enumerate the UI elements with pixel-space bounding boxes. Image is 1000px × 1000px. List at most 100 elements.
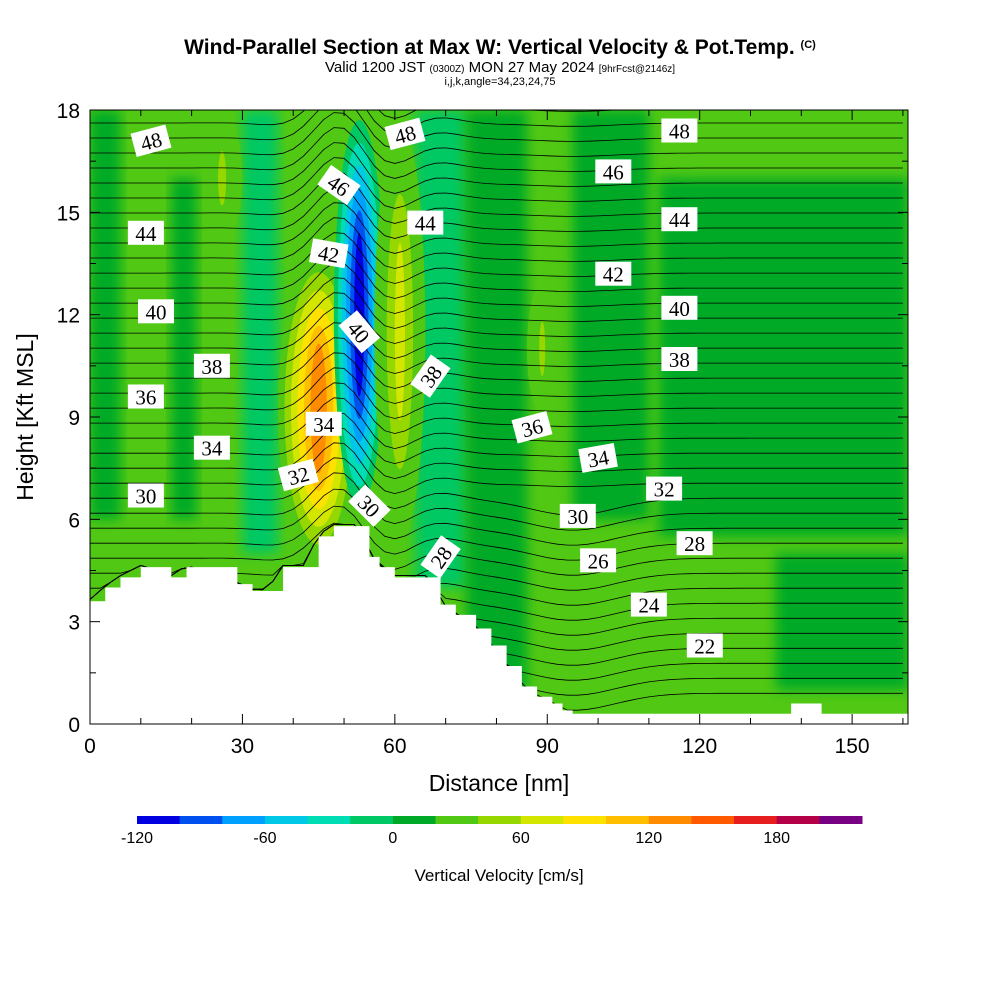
theta-contour-26 — [90, 262, 903, 314]
theta-label-20: 34 — [578, 442, 618, 473]
theta-contour-10 — [90, 505, 903, 561]
colorbar-swatch — [137, 816, 181, 824]
theta-label-bg — [661, 118, 698, 143]
x-tick-label: 120 — [682, 735, 717, 758]
valid-time: Valid 1200 JST — [324, 59, 426, 76]
theta-label-bg — [410, 354, 451, 398]
theta-contour-21 — [90, 337, 903, 389]
x-tick-label: 150 — [835, 735, 870, 758]
chart-indices: i,j,k,angle=34,23,24,75 — [444, 76, 556, 88]
theta-contour-9 — [90, 522, 903, 576]
colorbar-tick-label: 120 — [635, 830, 662, 847]
theta-label-2: 48 — [661, 118, 698, 144]
colorbar-label: Vertical Velocity [cm/s] — [414, 866, 583, 885]
theta-label-bg — [595, 159, 632, 184]
colorbar-swatch — [392, 816, 437, 824]
theta-contour-19 — [90, 367, 903, 419]
y-tick-label: 3 — [68, 612, 80, 635]
colorbar-swatch — [264, 816, 309, 824]
colorbar-tick-label: 60 — [512, 830, 530, 847]
theta-label-bg — [511, 410, 553, 444]
theta-label-text: 40 — [669, 297, 690, 321]
theta-label-bg — [193, 435, 230, 460]
theta-contour-13 — [90, 457, 903, 516]
theta-label-bg — [686, 633, 723, 658]
theta-label-23: 30 — [127, 483, 164, 509]
x-tick-label: 0 — [84, 735, 96, 758]
theta-label-bg — [595, 261, 632, 286]
w-band-6 — [659, 178, 908, 537]
updraft-core-0-5 — [310, 343, 327, 474]
theta-label-text: 44 — [135, 222, 157, 246]
theta-label-8: 42 — [308, 238, 349, 269]
chart-title-text: Wind-Parallel Section at Max W: Vertical… — [184, 36, 795, 59]
theta-label-text: 42 — [603, 263, 624, 287]
colorbar-tick-label: -60 — [253, 830, 276, 847]
colorbar-tick-label: 0 — [388, 830, 397, 847]
theta-label-bg — [127, 384, 164, 409]
theta-label-text: 34 — [586, 445, 611, 472]
updraft-core-2-5 — [394, 243, 406, 421]
theta-label-text: 30 — [135, 485, 156, 509]
theta-label-22: 32 — [646, 476, 683, 502]
theta-label-bg — [578, 442, 618, 473]
colorbar-swatch — [563, 816, 607, 824]
chart-title-units: (C) — [800, 39, 816, 51]
theta-contour-18 — [90, 382, 903, 434]
theta-label-13: 38 — [193, 353, 230, 379]
theta-contour-27 — [90, 247, 903, 299]
theta-label-1: 48 — [384, 117, 426, 151]
theta-label-17: 36 — [511, 410, 553, 444]
colorbar-tick-label: -120 — [121, 830, 153, 847]
x-axis-label: Distance [nm] — [429, 770, 570, 796]
theta-label-5: 44 — [127, 220, 164, 246]
theta-contour-35 — [90, 127, 903, 179]
theta-contour-20 — [90, 352, 903, 404]
theta-label-bg — [559, 503, 596, 528]
theta-label-bg — [676, 531, 713, 556]
theta-contour-24 — [90, 292, 903, 344]
theta-label-bg — [661, 295, 698, 320]
theta-label-bg — [338, 310, 381, 354]
colorbar-swatch — [819, 816, 863, 824]
theta-label-30: 22 — [686, 633, 723, 659]
theta-contour-38 — [90, 110, 903, 134]
theta-label-text: 48 — [669, 120, 690, 144]
theta-label-bg — [646, 476, 683, 501]
theta-label-4: 46 — [595, 159, 632, 184]
forecast-info: [9hrFcst@2146z] — [598, 64, 676, 75]
theta-label-7: 44 — [661, 207, 698, 232]
theta-label-bg — [127, 220, 164, 245]
theta-label-bg — [305, 411, 342, 436]
theta-label-29: 24 — [630, 592, 667, 618]
theta-label-text: 32 — [654, 478, 675, 502]
x-tick-label: 90 — [536, 735, 559, 758]
theta-label-18: 34 — [305, 411, 342, 437]
theta-label-bg — [348, 484, 391, 527]
theta-label-9: 42 — [595, 261, 632, 287]
theta-label-text: 38 — [201, 355, 222, 379]
theta-contour-34 — [90, 142, 903, 194]
theta-contour-12 — [90, 472, 903, 531]
theta-contour-29 — [90, 217, 903, 269]
theta-label-bg — [580, 548, 617, 573]
theta-label-text: 38 — [669, 348, 690, 372]
theta-label-text: 46 — [603, 160, 624, 184]
y-tick-label: 9 — [68, 407, 80, 430]
theta-label-text: 28 — [684, 532, 705, 556]
theta-label-15: 38 — [661, 347, 698, 372]
theta-label-bg — [420, 535, 461, 579]
terrain — [90, 526, 908, 724]
theta-label-bg — [308, 238, 349, 269]
colorbar-swatch — [350, 816, 394, 824]
colorbar-swatch — [307, 816, 351, 824]
colorbar-swatch — [691, 816, 735, 824]
theta-label-text: 26 — [588, 549, 609, 573]
y-axis-label: Height [Kft MSL] — [12, 333, 38, 500]
valid-date: MON 27 May 2024 — [468, 59, 595, 76]
y-tick-label: 12 — [57, 305, 80, 328]
